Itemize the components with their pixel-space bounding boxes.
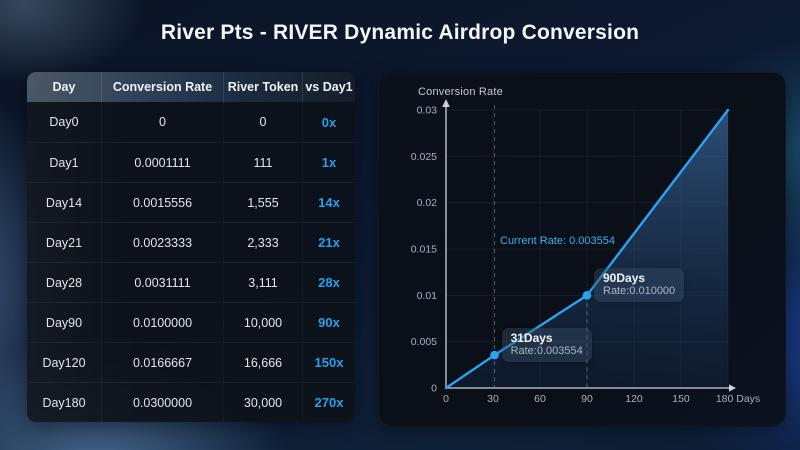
cell-vs: 28x [302, 263, 355, 302]
y-tick-label: 0.005 [411, 336, 437, 348]
cell-vs: 150x [302, 343, 355, 382]
tooltip-title: 90Days [603, 271, 646, 286]
tooltip-value: Rate:0.003554 [510, 345, 583, 358]
cell-rate: 0.0023333 [101, 223, 223, 262]
page-title: River Pts - RIVER Dynamic Airdrop Conver… [160, 21, 640, 44]
cell-vs: 21x [302, 223, 355, 262]
x-tick-label: 60 [534, 393, 546, 405]
data-point-marker [582, 291, 592, 300]
table-row: Day14 0.0015556 1,555 14x [27, 182, 355, 222]
x-axis-arrow-icon [729, 384, 736, 392]
cell-rate: 0 [101, 102, 223, 142]
table-row: Day1 0.0001111 111 1x [27, 142, 355, 182]
cell-day: Day21 [45, 235, 83, 250]
x-tick-label: 30 [487, 393, 499, 405]
tooltip-value: Rate:0.010000 [603, 285, 676, 298]
cell-token: 2,333 [223, 223, 302, 262]
conversion-rate-chart: Conversion Rate 0 30 60 90 120 150 180 Days 0 0.… [378, 72, 786, 427]
y-tick-label: 0 [431, 383, 437, 395]
cell-rate: 0.0100000 [101, 303, 223, 342]
y-tick-label: 0.02 [417, 197, 438, 209]
cell-vs: 90x [302, 303, 355, 342]
cell-vs: 0x [302, 102, 355, 142]
x-tick-label: 0 [443, 393, 449, 405]
table-row: Day28 0.0031111 3,111 28x [27, 262, 355, 302]
chart-area-fill [446, 110, 728, 388]
current-rate-annotation: Current Rate: 0.003554 [500, 235, 615, 247]
y-tick-label: 0.01 [417, 290, 438, 302]
cell-day: Day180 [42, 395, 86, 410]
cell-rate: 0.0166667 [101, 343, 223, 382]
table-row: Day90 0.0100000 10,000 90x [27, 302, 355, 342]
cell-day: Day90 [45, 315, 83, 330]
chart-series [444, 108, 730, 390]
y-tick-label: 0.03 [417, 105, 438, 117]
cell-rate: 0.0300000 [101, 383, 223, 422]
cell-token: 16,666 [223, 343, 302, 382]
chart-guide-lines [494, 105, 588, 388]
x-tick-label: 150 [672, 393, 690, 405]
table-row: Day120 0.0166667 16,666 150x [27, 342, 355, 382]
table-header-row: Day Conversion Rate River Token vs Day1 [27, 72, 355, 102]
cell-day: Day120 [42, 355, 86, 370]
cell-rate: 0.0001111 [101, 143, 223, 182]
cell-vs: 14x [302, 183, 355, 222]
y-tick-label: 0.025 [411, 151, 437, 163]
cell-token: 1,555 [223, 183, 302, 222]
header-vs: vs Day1 [302, 72, 355, 102]
cell-day: Day28 [45, 275, 83, 290]
header-token: River Token [223, 72, 302, 102]
x-tick-label: 90 [581, 393, 593, 405]
cell-day: Day0 [49, 115, 79, 129]
table-row: Day180 0.0300000 30,000 270x [27, 382, 355, 422]
line-chart: 0 30 60 90 120 150 180 Days 0 0.005 0.01 0.015 0.02… [411, 99, 760, 406]
cell-day: Day1 [49, 155, 79, 170]
cell-token: 0 [223, 102, 302, 142]
y-tick-label: 0.015 [411, 244, 437, 256]
header-rate: Conversion Rate [101, 72, 223, 102]
tooltip-31days: 31Days Rate:0.003554 [501, 328, 592, 363]
y-axis-arrow-icon [442, 99, 450, 107]
cell-token: 111 [223, 143, 302, 182]
table-row: Day21 0.0023333 2,333 21x [27, 222, 355, 262]
chart-tick-labels: 0 30 60 90 120 150 180 Days 0 0.005 0.01 0.015 0.02… [411, 105, 760, 406]
chart-y-axis-title: Conversion Rate [418, 86, 503, 98]
x-tick-label: 180 Days [716, 393, 760, 405]
series-area [446, 110, 728, 388]
x-tick-label: 120 [625, 393, 643, 405]
data-point-marker [490, 350, 499, 360]
cell-rate: 0.0031111 [101, 263, 223, 302]
cell-day: Day14 [45, 195, 83, 210]
series-line [444, 108, 730, 390]
cell-rate: 0.0015556 [101, 183, 223, 222]
tooltip-90days: 90Days Rate:0.010000 [594, 268, 685, 303]
table-row: Day0 0 0 0x [27, 102, 355, 142]
tooltip-title: 31Days [510, 331, 553, 346]
cell-token: 3,111 [223, 263, 302, 302]
conversion-table: Day Conversion Rate River Token vs Day1 … [27, 72, 355, 422]
header-day: Day [52, 80, 76, 94]
chart-axes [442, 99, 736, 392]
cell-token: 10,000 [223, 303, 302, 342]
cell-vs: 270x [302, 383, 355, 422]
cell-vs: 1x [302, 143, 355, 182]
cell-token: 30,000 [223, 383, 302, 422]
